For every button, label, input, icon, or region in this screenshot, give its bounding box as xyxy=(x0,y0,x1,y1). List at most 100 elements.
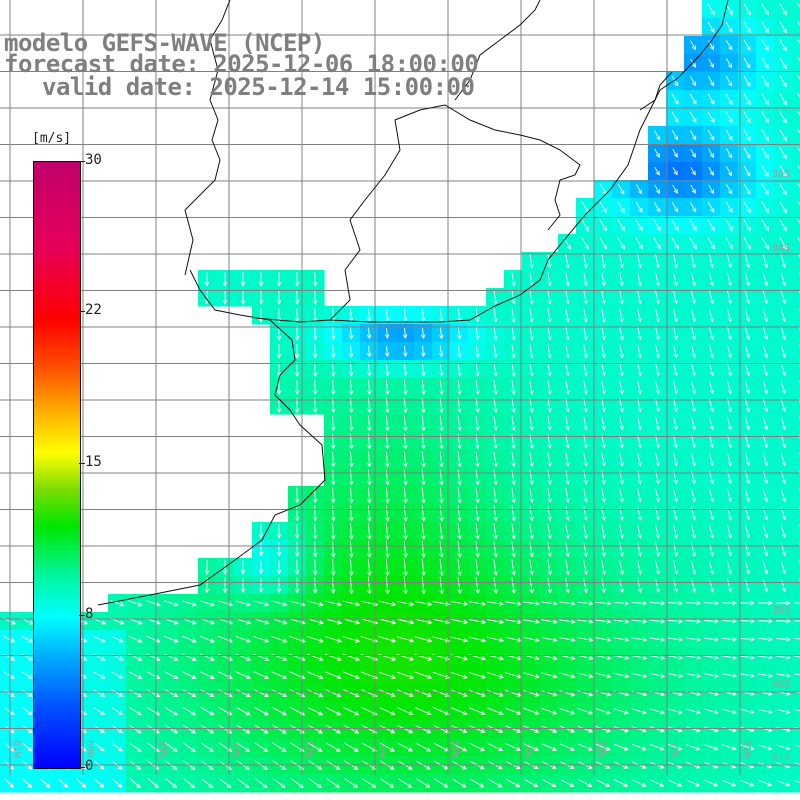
wind-arrow xyxy=(199,671,215,679)
wind-arrow xyxy=(452,778,467,788)
wind-arrow xyxy=(403,451,408,468)
wind-arrow xyxy=(672,184,678,194)
wind-arrow xyxy=(475,415,480,432)
wind-arrow xyxy=(306,600,324,607)
wind-arrow xyxy=(703,600,720,606)
wind-arrow xyxy=(689,219,697,232)
wind-arrow xyxy=(366,345,372,358)
wind-speed-cell xyxy=(792,108,800,127)
wind-arrow xyxy=(294,361,300,377)
wind-arrow xyxy=(671,219,679,232)
wind-arrow xyxy=(324,671,342,680)
wind-arrow xyxy=(58,778,69,788)
wind-arrow xyxy=(565,326,570,341)
wind-arrow xyxy=(200,706,215,716)
wind-arrow xyxy=(258,578,264,593)
wind-arrow xyxy=(511,290,516,305)
wind-arrow xyxy=(690,560,697,575)
wind-arrow xyxy=(637,398,643,413)
wind-arrow xyxy=(367,451,372,468)
wind-arrow xyxy=(708,148,714,158)
wind-arrow xyxy=(367,540,372,559)
wind-arrow xyxy=(403,522,408,541)
wind-arrow xyxy=(433,707,450,716)
wind-arrow xyxy=(486,619,505,625)
wind-arrow xyxy=(690,524,697,539)
wind-arrow xyxy=(217,635,234,643)
wind-arrow xyxy=(529,380,534,395)
wind-arrow xyxy=(451,707,468,716)
wind-arrow xyxy=(325,689,342,698)
wind-arrow xyxy=(744,272,751,287)
wind-arrow xyxy=(797,57,800,63)
wind-arrow xyxy=(493,415,498,431)
wind-arrow xyxy=(294,272,300,287)
wind-arrow xyxy=(330,451,336,468)
wind-arrow xyxy=(21,689,33,697)
wind-arrow xyxy=(348,345,354,358)
wind-arrow xyxy=(235,688,251,698)
wind-arrow xyxy=(200,689,215,698)
wind-arrow xyxy=(559,637,576,643)
wind-arrow xyxy=(111,671,124,679)
wind-arrow xyxy=(654,577,661,593)
wind-arrow xyxy=(312,362,318,377)
wind-arrow xyxy=(385,540,390,559)
wind-arrow xyxy=(475,576,480,595)
wind-arrow xyxy=(396,636,415,643)
wind-arrow xyxy=(780,272,787,287)
wind-arrow xyxy=(797,201,800,207)
wind-arrow xyxy=(276,524,282,539)
wind-arrow xyxy=(378,689,396,698)
wind-arrow xyxy=(294,290,300,305)
wind-arrow xyxy=(739,618,755,624)
wind-arrow xyxy=(758,655,773,660)
wind-arrow xyxy=(235,671,252,680)
wind-speed-cell xyxy=(792,432,800,451)
wind-arrow xyxy=(655,524,661,539)
wind-arrow xyxy=(653,201,661,213)
wind-arrow xyxy=(342,636,361,643)
wind-speed-cell xyxy=(792,270,800,289)
wind-arrow xyxy=(708,166,714,176)
wind-arrow xyxy=(529,559,534,576)
coastline-segment xyxy=(254,0,729,323)
wind-arrow xyxy=(577,708,594,715)
wind-arrow xyxy=(619,416,624,431)
wind-arrow xyxy=(475,469,480,486)
wind-arrow xyxy=(761,111,769,124)
wind-arrow xyxy=(708,326,715,341)
wind-arrow xyxy=(3,671,15,679)
longitude-label: 61W xyxy=(11,740,22,759)
wind-arrow xyxy=(726,560,733,575)
wind-arrow xyxy=(649,672,666,679)
wind-arrow xyxy=(726,166,733,177)
wind-arrow xyxy=(276,272,282,287)
wind-arrow xyxy=(146,671,161,679)
wind-speed-cell xyxy=(792,216,800,235)
wind-arrow xyxy=(541,619,558,625)
wind-arrow xyxy=(522,636,540,643)
wind-arrow xyxy=(619,344,624,359)
wind-arrow xyxy=(581,236,589,250)
wind-arrow xyxy=(439,487,444,504)
wind-arrow xyxy=(414,671,433,679)
wind-arrow xyxy=(637,380,642,395)
wind-arrow xyxy=(349,540,354,559)
wind-arrow xyxy=(529,523,534,540)
wind-arrow xyxy=(290,778,304,789)
wind-arrow xyxy=(595,637,612,643)
wind-arrow xyxy=(432,636,451,643)
wind-arrow xyxy=(547,469,552,485)
wind-arrow xyxy=(613,601,630,606)
wind-arrow xyxy=(779,111,787,124)
wind-arrow xyxy=(439,505,444,522)
wind-arrow xyxy=(689,93,697,105)
wind-arrow xyxy=(744,380,751,395)
wind-arrow xyxy=(690,362,697,377)
wind-arrow xyxy=(637,326,642,341)
wind-arrow xyxy=(421,540,426,559)
wind-arrow xyxy=(181,653,197,661)
wind-arrow xyxy=(522,672,540,679)
wind-arrow xyxy=(403,540,408,559)
